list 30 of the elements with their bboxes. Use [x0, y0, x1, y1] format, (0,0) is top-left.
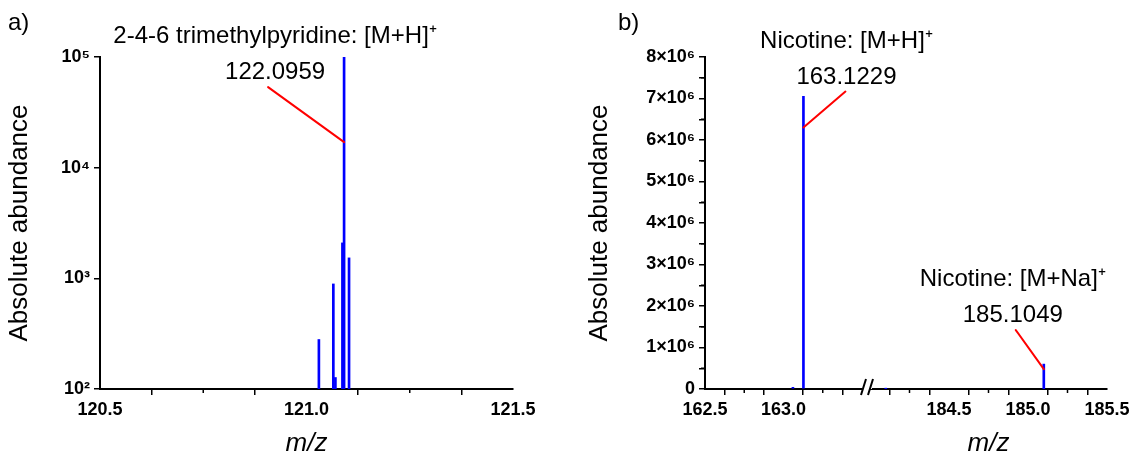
y-tick-label: 10⁴ — [61, 156, 90, 177]
x-tick-label: 121.0 — [283, 398, 330, 419]
y-tick-label: 2×10⁶ — [646, 294, 695, 315]
x-tick-label: 120.5 — [77, 398, 123, 419]
y-tick-label: 0 — [684, 377, 695, 398]
y-tick-label: 10⁵ — [61, 45, 90, 66]
chart-title: a) — [8, 8, 30, 35]
x-tick-label: 184.5 — [926, 398, 972, 419]
x-axis-title: m/z — [967, 426, 1010, 457]
y-tick-label: 8×10⁶ — [646, 45, 695, 66]
y-tick-label: 4×10⁶ — [646, 211, 695, 232]
y-tick-label: 10³ — [63, 267, 91, 288]
y-axis-title: Absolute abundance — [582, 104, 613, 342]
y-axis-title: Absolute abundance — [2, 104, 33, 342]
x-tick-label: 162.5 — [682, 398, 728, 419]
y-tick-label: 3×10⁶ — [646, 253, 695, 274]
y-tick-label: 7×10⁶ — [646, 87, 695, 108]
y-tick-label: 10² — [63, 377, 91, 398]
x-tick-label: 163.0 — [760, 398, 807, 419]
annotation: Nicotine: [M+H]⁺ 163.1229 — [760, 25, 933, 89]
y-tick-label: 6×10⁶ — [646, 128, 695, 149]
chart-title: b) — [618, 8, 640, 35]
x-tick-label: 185.5 — [1084, 398, 1130, 419]
annotation: 2-4-6 trimethylpyridine: [M+H]⁺ 122.0959 — [113, 21, 437, 85]
x-tick-label: 185.0 — [1005, 398, 1051, 419]
x-axis-title: m/z — [285, 426, 328, 457]
y-tick-label: 5×10⁶ — [646, 170, 695, 191]
y-tick-label: 1×10⁶ — [646, 336, 695, 357]
x-tick-label: 121.5 — [490, 398, 536, 419]
annotation: Nicotine: [M+Na]⁺ 185.1049 — [919, 264, 1106, 328]
